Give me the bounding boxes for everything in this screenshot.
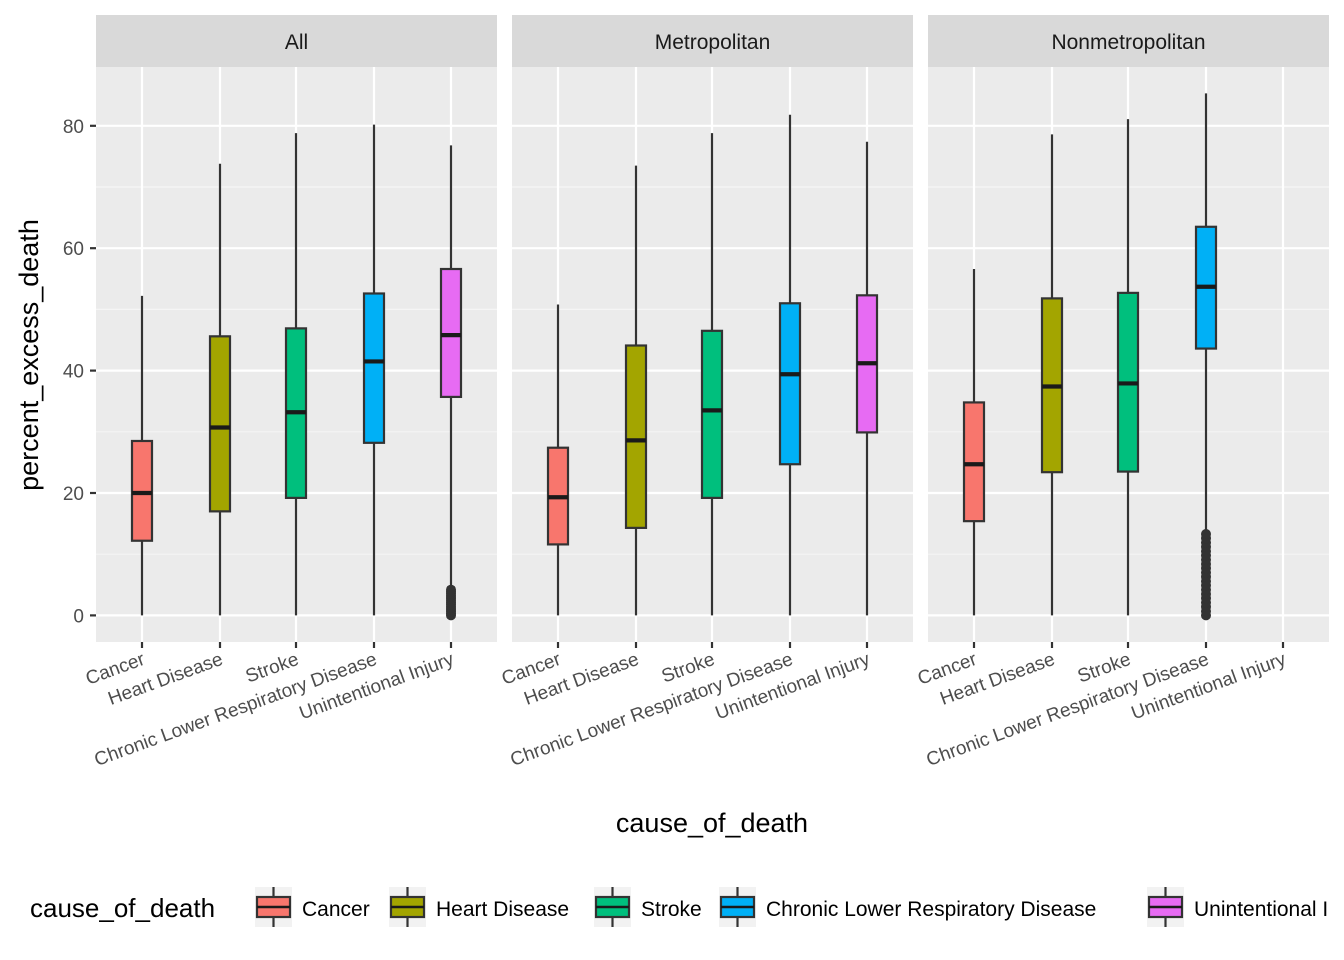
legend-label: Stroke bbox=[641, 898, 702, 921]
facet-label: Metropolitan bbox=[655, 31, 771, 54]
box-cancer bbox=[546, 304, 570, 616]
legend-item: Chronic Lower Respiratory Disease bbox=[719, 887, 1096, 927]
iqr-box bbox=[962, 401, 986, 523]
iqr-box bbox=[362, 292, 386, 444]
iqr-box bbox=[130, 439, 154, 542]
box-cancer bbox=[130, 295, 154, 616]
facet-strip bbox=[96, 15, 497, 67]
legend-item: Unintentional I bbox=[1147, 887, 1328, 927]
box-stroke bbox=[700, 133, 724, 616]
legend-item: Heart Disease bbox=[389, 887, 569, 927]
box-stroke bbox=[284, 133, 308, 616]
legend-label: Unintentional I bbox=[1194, 898, 1328, 921]
legend-item: Cancer bbox=[255, 887, 370, 927]
legend-label: Cancer bbox=[302, 898, 370, 921]
box-stroke bbox=[1116, 119, 1140, 616]
y-tick-label: 60 bbox=[63, 239, 84, 260]
facet-strip bbox=[512, 15, 913, 67]
box-chronic-lower-respiratory-disease bbox=[778, 114, 802, 616]
iqr-box bbox=[778, 302, 802, 466]
legend-label: Heart Disease bbox=[436, 898, 569, 921]
iqr-box bbox=[439, 267, 463, 399]
iqr-box bbox=[700, 329, 724, 499]
legend: Cancer Heart Disease Stroke Chronic Lower R… bbox=[255, 887, 1328, 927]
box-heart-disease bbox=[208, 163, 232, 616]
legend-title: cause_of_death bbox=[30, 893, 215, 923]
box-heart-disease bbox=[624, 165, 648, 616]
facet-label: Nonmetropolitan bbox=[1051, 31, 1205, 54]
box-chronic-lower-respiratory-disease bbox=[362, 124, 386, 616]
facet-strip bbox=[928, 15, 1329, 67]
box-cancer bbox=[962, 269, 986, 616]
legend-item: Stroke bbox=[594, 887, 702, 927]
box-unintentional-injury bbox=[439, 145, 463, 621]
iqr-box bbox=[624, 344, 648, 529]
x-axis-title: cause_of_death bbox=[616, 808, 808, 838]
facet-label: All bbox=[285, 31, 308, 54]
y-tick-label: 40 bbox=[63, 362, 84, 383]
outlier-point bbox=[1201, 529, 1211, 540]
box-heart-disease bbox=[1040, 134, 1064, 616]
y-axis-title: percent_excess_death bbox=[14, 219, 44, 491]
iqr-box bbox=[208, 335, 232, 513]
box-chronic-lower-respiratory-disease bbox=[1194, 93, 1218, 621]
y-tick-label: 80 bbox=[63, 117, 84, 138]
box-unintentional-injury bbox=[855, 141, 879, 616]
legend-label: Chronic Lower Respiratory Disease bbox=[766, 898, 1096, 921]
outlier-point bbox=[446, 584, 456, 595]
y-tick-label: 0 bbox=[73, 606, 84, 627]
y-tick-label: 20 bbox=[63, 484, 84, 505]
